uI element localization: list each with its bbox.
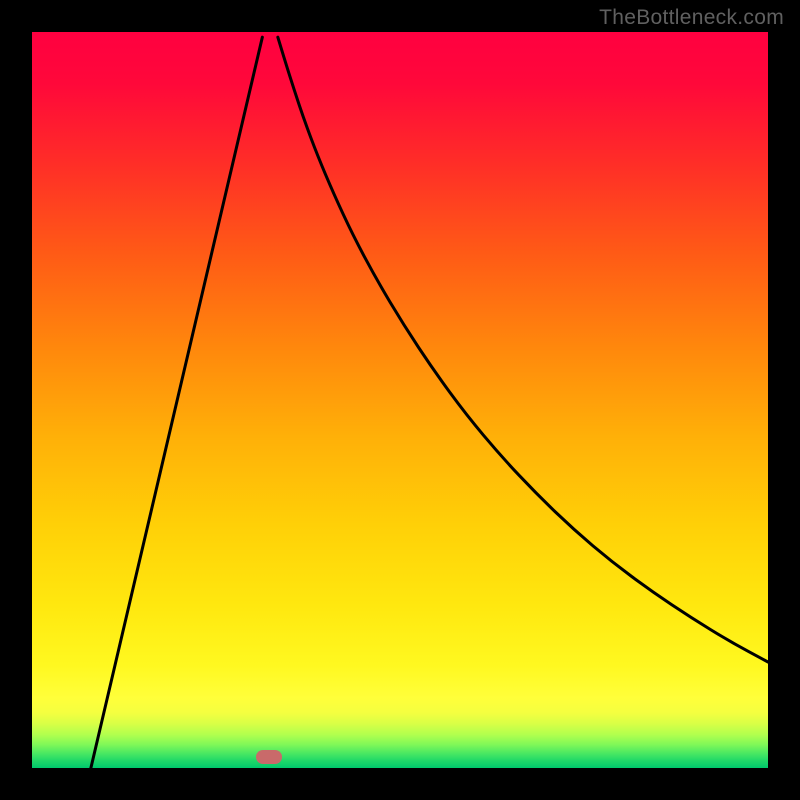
chart-plot-area (32, 32, 768, 768)
watermark-text: TheBottleneck.com (599, 6, 784, 30)
bottleneck-curve (32, 32, 768, 768)
optimum-marker (256, 750, 282, 764)
